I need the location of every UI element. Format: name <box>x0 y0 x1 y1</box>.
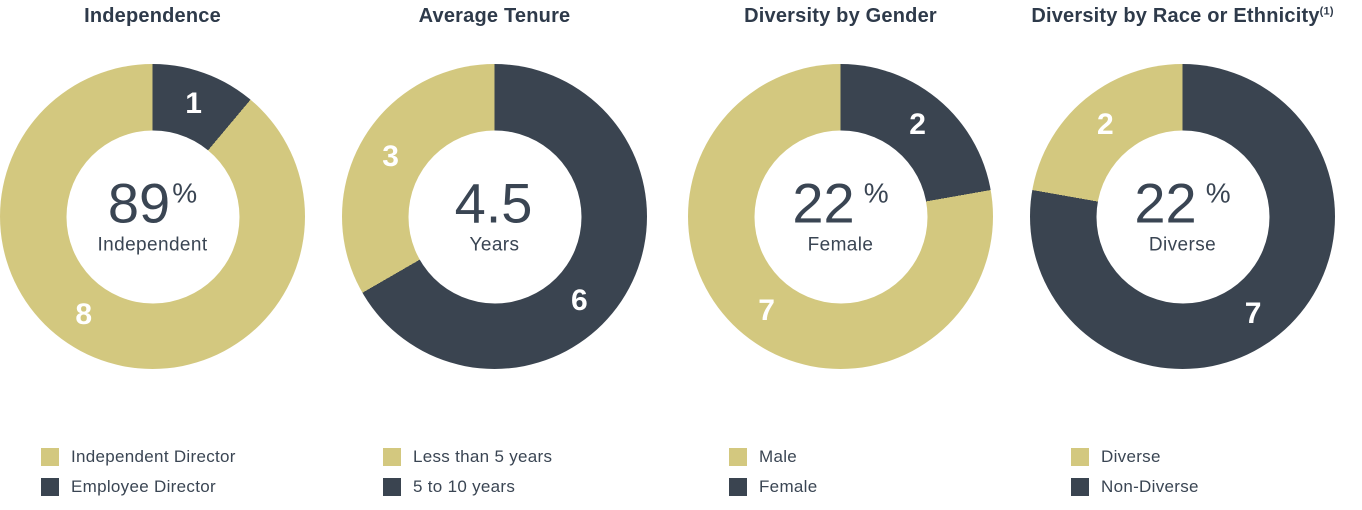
center-label: Years <box>469 234 520 256</box>
segment-count-label: 2 <box>909 107 926 141</box>
center-label: Female <box>807 234 874 256</box>
donut-center: 89% Independent <box>66 130 239 303</box>
legend-label: Diverse <box>1101 447 1161 466</box>
legend-swatch-dark <box>383 478 401 496</box>
donut-ring: 6 3 4.5 Years <box>342 64 647 369</box>
percent-sign: % <box>863 177 889 209</box>
center-value: 22% <box>1134 171 1231 235</box>
legend-item: Diverse <box>1071 447 1199 467</box>
segment-count-label: 3 <box>382 139 399 173</box>
chart-title: Diversity by Race or Ethnicity(1) <box>1031 5 1333 28</box>
legend-label: Non-Diverse <box>1101 477 1199 496</box>
segment-count-label: 7 <box>1244 296 1262 330</box>
chart-title-footnote: (1) <box>1319 5 1334 18</box>
legend-item: Non-Diverse <box>1071 477 1199 497</box>
chart-title-text: Average Tenure <box>418 5 571 27</box>
center-number: 4.5 <box>454 171 533 235</box>
chart-title: Diversity by Gender <box>744 5 937 28</box>
segment-count-label: 1 <box>185 86 202 120</box>
legend-item: Independent Director <box>41 447 236 467</box>
legend-item: 5 to 10 years <box>383 477 552 497</box>
segment-count-label: 6 <box>571 284 588 318</box>
legend: Less than 5 years 5 to 10 years <box>383 447 552 507</box>
percent-sign: % <box>172 177 198 209</box>
chart-title-text: Diversity by Race or Ethnicity <box>1031 5 1320 27</box>
donut-center: 22% Diverse <box>1096 130 1269 303</box>
chart-title-text: Diversity by Gender <box>744 5 937 27</box>
donut-ring: 2 7 22% Female <box>688 64 993 369</box>
legend-item: Employee Director <box>41 477 236 497</box>
legend-label: Independent Director <box>71 447 236 466</box>
chart-average-tenure: Average Tenure 6 3 4.5 Years Less than 5… <box>342 0 647 510</box>
legend: Independent Director Employee Director <box>41 447 236 507</box>
legend-swatch-tan <box>729 448 747 466</box>
chart-title-text: Independence <box>84 5 221 27</box>
segment-count-label: 2 <box>1097 107 1114 141</box>
donut-center: 22% Female <box>754 130 927 303</box>
center-value: 22% <box>792 171 889 235</box>
legend-swatch-tan <box>1071 448 1089 466</box>
legend: Male Female <box>729 447 818 507</box>
chart-title: Average Tenure <box>419 5 571 28</box>
legend-item: Male <box>729 447 818 467</box>
legend-item: Female <box>729 477 818 497</box>
center-label: Diverse <box>1148 234 1217 256</box>
legend-label: Female <box>759 477 818 496</box>
donut-ring: 1 8 89% Independent <box>0 64 305 369</box>
center-value: 4.5 <box>454 171 535 235</box>
center-label: Independent <box>97 234 208 256</box>
donut-ring: 7 2 22% Diverse <box>1030 64 1335 369</box>
legend-label: Less than 5 years <box>413 447 553 466</box>
legend-label: Employee Director <box>71 477 216 496</box>
legend-label: 5 to 10 years <box>413 477 516 496</box>
chart-diversity-by-race-or-ethnicity: Diversity by Race or Ethnicity(1) 7 2 22… <box>1030 0 1335 510</box>
legend-swatch-tan <box>383 448 401 466</box>
donut-center: 4.5 Years <box>408 130 581 303</box>
legend-swatch-tan <box>41 448 59 466</box>
center-number: 89 <box>107 171 171 235</box>
center-number: 22 <box>792 171 855 235</box>
percent-sign: % <box>1205 177 1231 209</box>
chart-independence: Independence 1 8 89% Independent Indepen… <box>0 0 305 510</box>
legend: Diverse Non-Diverse <box>1071 447 1199 507</box>
chart-title: Independence <box>84 5 221 28</box>
segment-count-label: 8 <box>75 297 92 331</box>
center-number: 22 <box>1134 171 1197 235</box>
center-value: 89% <box>107 171 198 235</box>
legend-item: Less than 5 years <box>383 447 552 467</box>
legend-swatch-dark <box>41 478 59 496</box>
segment-count-label: 7 <box>758 294 775 328</box>
legend-swatch-dark <box>1071 478 1089 496</box>
chart-diversity-by-gender: Diversity by Gender 2 7 22% Female Male … <box>688 0 993 510</box>
legend-label: Male <box>759 447 798 466</box>
legend-swatch-dark <box>729 478 747 496</box>
